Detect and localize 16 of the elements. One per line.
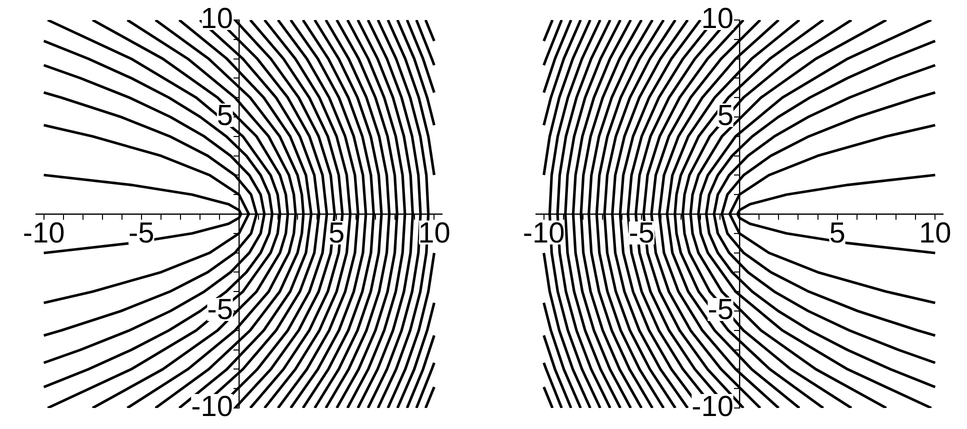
x-tick-label: -5 xyxy=(128,218,154,250)
y-tick-label: 10 xyxy=(200,3,233,35)
y-tick-label: -5 xyxy=(708,294,734,326)
x-tick-label: 5 xyxy=(328,218,345,250)
x-tick-label: -5 xyxy=(628,218,655,250)
y-tick-label: -5 xyxy=(207,294,233,326)
y-tick-label: 5 xyxy=(216,100,233,132)
y-tick-label: 10 xyxy=(701,3,734,35)
y-tick-label: -10 xyxy=(191,391,233,423)
x-tick-label: -10 xyxy=(22,218,65,250)
x-tick-label: 5 xyxy=(829,218,846,250)
x-tick-label: 10 xyxy=(919,218,952,250)
y-tick-label: -10 xyxy=(692,391,734,423)
x-tick-label: -10 xyxy=(522,218,565,250)
x-tick-label: 10 xyxy=(418,218,450,250)
y-tick-label: 5 xyxy=(717,100,734,132)
